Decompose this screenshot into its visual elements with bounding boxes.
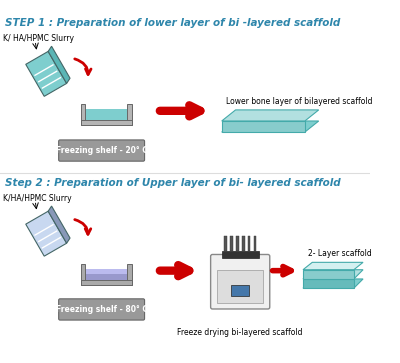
- Bar: [217, 270, 263, 302]
- Bar: [231, 285, 250, 296]
- Polygon shape: [303, 270, 363, 279]
- Bar: [222, 251, 259, 258]
- Bar: [81, 104, 86, 125]
- Bar: [127, 104, 132, 125]
- Bar: [86, 269, 126, 274]
- FancyBboxPatch shape: [59, 140, 144, 161]
- Polygon shape: [34, 224, 54, 236]
- Bar: [86, 274, 126, 280]
- Bar: [224, 236, 227, 251]
- Bar: [127, 264, 132, 285]
- Text: Step 2 : Preparation of Upper layer of bi- layered scaffold: Step 2 : Preparation of Upper layer of b…: [5, 178, 340, 188]
- FancyBboxPatch shape: [59, 299, 144, 320]
- Bar: [254, 236, 256, 251]
- Text: Freezing shelf - 20° C: Freezing shelf - 20° C: [56, 146, 148, 155]
- Polygon shape: [48, 46, 70, 83]
- Polygon shape: [48, 206, 70, 243]
- Polygon shape: [303, 279, 354, 288]
- Bar: [81, 264, 86, 285]
- Polygon shape: [303, 279, 363, 288]
- Text: Freeze drying bi-layered scaffold: Freeze drying bi-layered scaffold: [178, 328, 303, 337]
- Bar: [236, 236, 239, 251]
- Polygon shape: [222, 121, 305, 132]
- FancyBboxPatch shape: [211, 254, 270, 309]
- Polygon shape: [26, 52, 67, 96]
- Polygon shape: [42, 237, 61, 249]
- Bar: [230, 236, 233, 251]
- Polygon shape: [222, 110, 319, 121]
- Text: Freezing shelf - 80° C: Freezing shelf - 80° C: [56, 305, 148, 314]
- Text: K/ HA/HPMC Slurry: K/ HA/HPMC Slurry: [3, 34, 74, 43]
- Text: STEP 1 : Preparation of lower layer of bi -layered scaffold: STEP 1 : Preparation of lower layer of b…: [5, 19, 340, 28]
- Bar: [242, 236, 244, 251]
- Polygon shape: [26, 211, 67, 256]
- Text: K/HA/HPMC Slurry: K/HA/HPMC Slurry: [3, 194, 71, 203]
- Polygon shape: [222, 121, 319, 132]
- Bar: [81, 120, 132, 125]
- Polygon shape: [42, 77, 61, 89]
- Text: Lower bone layer of bilayered scaffold: Lower bone layer of bilayered scaffold: [226, 97, 373, 106]
- Polygon shape: [38, 230, 58, 242]
- Polygon shape: [34, 64, 54, 76]
- Bar: [86, 109, 126, 120]
- Polygon shape: [303, 270, 354, 279]
- Polygon shape: [38, 70, 58, 83]
- Polygon shape: [303, 262, 363, 270]
- Bar: [248, 236, 250, 251]
- Text: 2- Layer scaffold: 2- Layer scaffold: [308, 249, 371, 258]
- Bar: [81, 280, 132, 285]
